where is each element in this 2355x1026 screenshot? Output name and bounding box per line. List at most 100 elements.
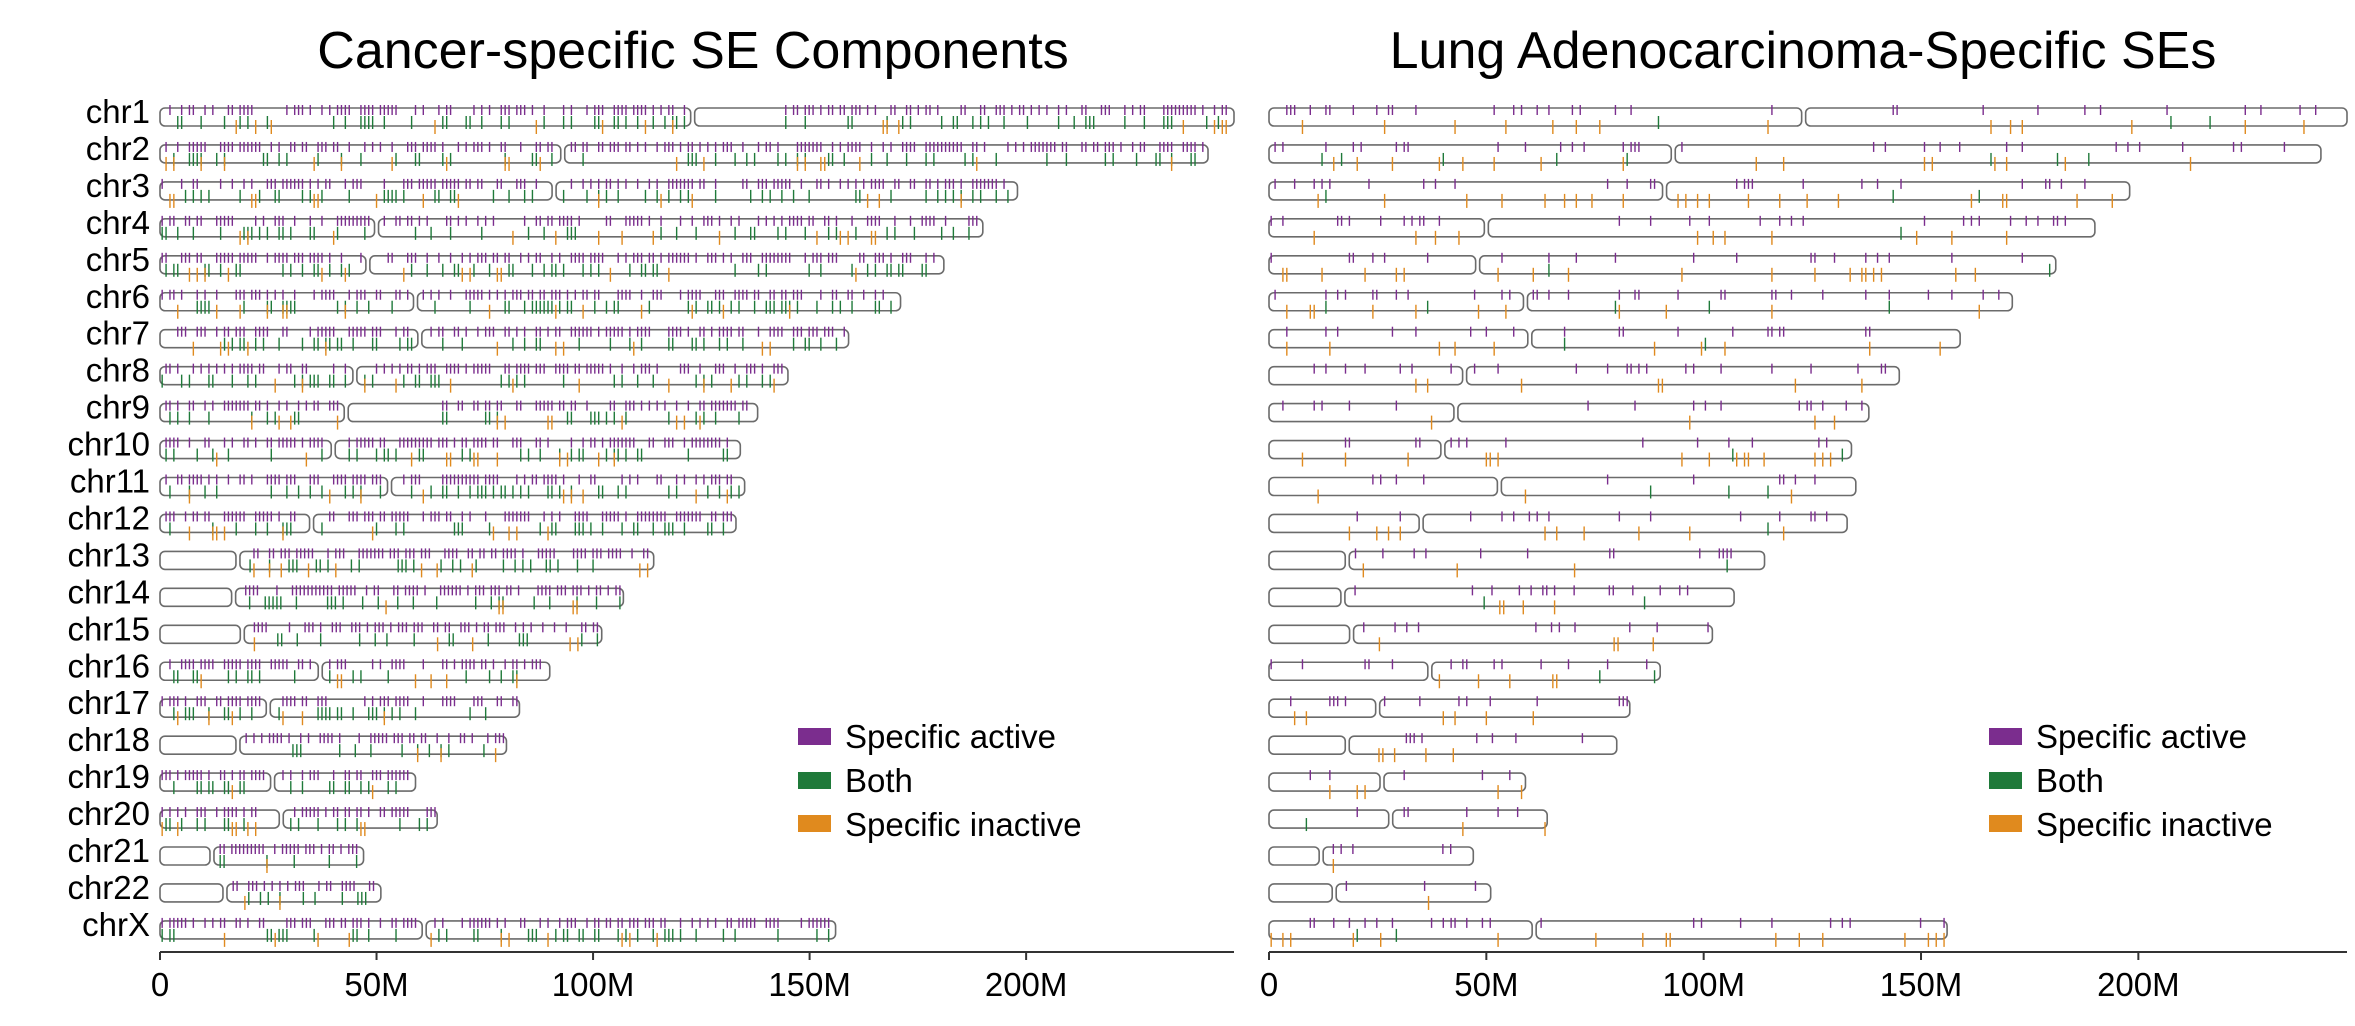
chromosome-chr6 — [1268, 289, 2014, 319]
panel-cancer-specific: Cancer-specific SE Components chr1chr2ch… — [67, 22, 1235, 1003]
chromosome-arm-q — [563, 144, 1209, 164]
chromosome-arm-p — [1268, 809, 1390, 829]
chromosome-arm-q — [1348, 550, 1766, 571]
chromosome-chr2: chr2 — [86, 130, 1209, 171]
chromosome-chr2 — [1268, 141, 2322, 171]
chromosome-chrX — [1268, 917, 1948, 947]
chromosome-chr18 — [1268, 733, 1618, 763]
chromosome-chr22: chr22 — [67, 869, 382, 910]
chromosome-label: chr8 — [86, 352, 150, 389]
chromosome-arm-p — [159, 846, 211, 866]
chromosome-chr9 — [1268, 400, 1870, 430]
chromosome-label: chr18 — [67, 721, 150, 758]
chromosome-chr13: chr13 — [67, 536, 655, 578]
x-tick-label: 100M — [1662, 966, 1745, 1003]
chromosome-chr9: chr9 — [86, 389, 759, 430]
chromosome-arm-q — [1344, 587, 1735, 608]
chromosome-label: chr9 — [86, 389, 150, 426]
legend-label-inactive: Specific inactive — [2036, 806, 2273, 843]
chromosome-arm-p — [1268, 439, 1442, 460]
chromosome-tracks — [1268, 105, 2348, 947]
chromosome-chr4 — [1268, 215, 2096, 245]
chromosome-label: chr21 — [67, 832, 150, 869]
chromosome-arm-q — [239, 550, 655, 571]
chromosome-chrX: chrX — [82, 906, 837, 947]
chromosome-chr1: chr1 — [86, 93, 1235, 134]
chromosome-arm-p — [1268, 144, 1673, 164]
chromosome-arm-q — [390, 476, 746, 497]
chromosome-arm-p — [1268, 550, 1347, 571]
chromosome-chr12 — [1268, 511, 1848, 541]
chromosome-arm-q — [1531, 328, 1961, 349]
chromosome-label: chr7 — [86, 315, 150, 352]
x-axis: 0 50M 100M 150M 200M — [151, 951, 1234, 1003]
legend: Specific active Both Specific inactive — [798, 718, 1082, 843]
chromosome-label: chr16 — [67, 647, 150, 684]
chromosome-arm-q — [1431, 661, 1662, 682]
chromosome-arm-p — [159, 624, 242, 645]
chromosome-arm-p — [159, 365, 354, 386]
legend-label-inactive: Specific inactive — [845, 806, 1082, 843]
chromosome-chr7: chr7 — [86, 315, 850, 356]
chromosome-label: chr5 — [86, 241, 150, 278]
chromosome-arm-q — [1322, 846, 1475, 866]
x-tick-label: 200M — [2097, 966, 2180, 1003]
chromosome-chr17 — [1268, 696, 1631, 726]
panel-title: Lung Adenocarcinoma-Specific SEs — [1390, 22, 2217, 80]
chromosome-arm-p — [159, 439, 333, 460]
legend-swatch-both — [798, 772, 831, 789]
chromosome-arm-p — [1268, 846, 1320, 866]
x-tick-label: 50M — [344, 966, 408, 1003]
chromosome-arm-p — [1268, 181, 1664, 201]
chromosome-arm-q — [321, 661, 551, 682]
chromosome-tracks: chr1chr2chr3chr4chr5chr6chr7chr8chr9chr1… — [67, 93, 1235, 947]
chromosome-arm-p — [159, 735, 237, 755]
chromosome-arm-q — [1665, 181, 2131, 201]
chromosome-arm-p — [159, 550, 237, 571]
chromosome-chr13 — [1268, 548, 1766, 578]
chromosome-arm-p — [1268, 107, 1803, 127]
chromosome-arm-p — [1268, 328, 1529, 349]
x-tick-label: 0 — [151, 966, 169, 1003]
chromosome-arm-q — [1674, 144, 2322, 164]
chromosome-label: chr15 — [67, 610, 150, 647]
legend-swatch-active — [798, 728, 831, 745]
chromosome-chr22 — [1268, 880, 1492, 910]
chromosome-arm-p — [1268, 402, 1455, 423]
chromosome-chr12: chr12 — [67, 499, 737, 541]
chromosome-label: chr12 — [67, 499, 150, 536]
chromosome-arm-q — [234, 587, 625, 608]
chromosome-arm-p — [1268, 735, 1347, 755]
legend-swatch-both — [1989, 772, 2022, 789]
chromosome-chr8: chr8 — [86, 352, 789, 393]
x-axis: 0 50M 100M 150M 200M — [1260, 951, 2347, 1003]
legend-label-active: Specific active — [845, 718, 1056, 755]
chromosome-arm-p — [1268, 883, 1334, 903]
chromosome-label: chr20 — [67, 795, 150, 832]
chromosome-arm-p — [1268, 476, 1499, 497]
chromosome-arm-p — [1268, 920, 1533, 940]
chromosome-chr11 — [1268, 474, 1857, 504]
chromosome-arm-p — [1268, 772, 1381, 792]
chromosome-label: chr22 — [67, 869, 150, 906]
chromosome-arm-p — [159, 255, 367, 275]
chromosome-arm-p — [159, 772, 272, 792]
chromosome-label: chr14 — [67, 573, 150, 610]
chromosome-arm-q — [1391, 809, 1548, 829]
chromosome-arm-p — [1268, 698, 1377, 719]
chromosome-label: chr19 — [67, 758, 150, 795]
chromosome-arm-p — [159, 883, 224, 903]
chromosome-arm-q — [269, 698, 521, 719]
x-tick-label: 100M — [552, 966, 635, 1003]
chromosome-label: chr6 — [86, 278, 150, 315]
chromosome-arm-q — [693, 107, 1235, 127]
chromosome-arm-q — [416, 291, 902, 312]
chromosome-chr5 — [1268, 252, 2057, 282]
chromosome-arm-q — [334, 439, 742, 460]
chromosome-chr14 — [1268, 585, 1735, 615]
chromosome-label: chr17 — [67, 684, 150, 721]
chromosome-label: chr10 — [67, 426, 150, 463]
chromosome-arm-q — [1804, 107, 2348, 127]
chromosome-chr5: chr5 — [86, 241, 945, 282]
chromosome-arm-q — [1457, 402, 1870, 423]
